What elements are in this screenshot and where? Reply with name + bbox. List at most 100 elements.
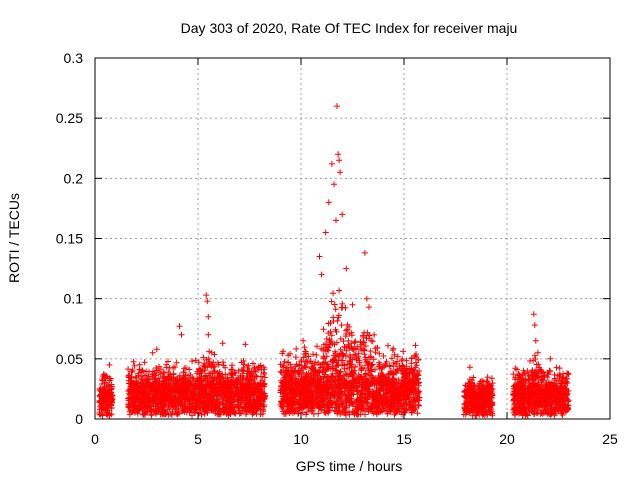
data-point: [192, 357, 199, 364]
data-point: [230, 394, 237, 401]
data-point: [151, 386, 158, 393]
data-point: [181, 395, 188, 402]
data-point: [217, 393, 223, 400]
x-axis-label: GPS time / hours: [296, 458, 403, 474]
data-point: [325, 330, 332, 337]
data-point: [163, 361, 170, 368]
data-point: [193, 396, 200, 403]
data-point: [257, 373, 264, 380]
data-point: [146, 390, 153, 397]
data-point: [242, 391, 249, 398]
data-point: [181, 386, 188, 393]
data-point: [209, 387, 215, 394]
data-point: [144, 375, 151, 382]
data-point: [130, 358, 137, 365]
data-point: [99, 391, 106, 398]
data-point: [192, 409, 199, 416]
data-point: [137, 387, 144, 394]
data-point: [330, 290, 337, 297]
data-point: [153, 391, 160, 397]
data-point: [156, 369, 163, 376]
data-point: [400, 348, 407, 355]
data-point: [532, 337, 539, 344]
data-point: [190, 395, 197, 402]
data-point: [202, 375, 208, 382]
data-point: [141, 397, 148, 404]
data-point: [185, 396, 192, 403]
data-point: [223, 393, 230, 400]
data-point: [310, 351, 317, 358]
data-point: [338, 322, 345, 329]
data-point: [152, 402, 159, 409]
data-point: [125, 395, 132, 402]
data-point: [325, 199, 332, 206]
data-point: [106, 392, 112, 399]
data-point: [234, 402, 241, 409]
data-point: [257, 380, 264, 387]
data-point: [176, 372, 183, 379]
data-point: [217, 374, 224, 380]
data-point: [136, 361, 143, 368]
data-point: [234, 383, 240, 390]
data-point: [189, 412, 195, 419]
data-point: [150, 393, 157, 400]
y-tick-label: 0.1: [64, 291, 84, 307]
data-point: [215, 361, 222, 368]
y-tick-label: 0.2: [64, 170, 84, 186]
y-tick-label: 0: [75, 411, 83, 427]
data-point: [195, 377, 202, 384]
data-point: [336, 157, 343, 164]
data-point: [248, 406, 255, 413]
data-point: [394, 366, 400, 373]
data-point: [143, 388, 149, 395]
data-point: [339, 300, 346, 307]
data-point: [261, 402, 268, 408]
data-point: [333, 328, 340, 335]
data-point: [106, 361, 113, 368]
data-point: [206, 358, 213, 365]
data-point: [245, 377, 252, 384]
data-point: [315, 410, 322, 417]
data-point: [245, 407, 252, 414]
data-point: [138, 403, 145, 410]
data-point: [162, 381, 169, 388]
data-point: [564, 370, 571, 377]
data-point: [128, 383, 135, 390]
data-point: [174, 411, 181, 418]
data-point: [157, 401, 164, 408]
data-point: [101, 383, 108, 390]
data-point: [185, 381, 192, 388]
data-point: [331, 181, 337, 188]
x-tick-label: 25: [602, 431, 618, 447]
data-point: [245, 376, 251, 383]
data-point: [153, 408, 160, 415]
data-point: [108, 383, 115, 390]
data-point: [189, 392, 196, 399]
data-point: [331, 301, 338, 308]
data-point: [227, 383, 234, 390]
data-point: [211, 390, 218, 397]
data-point: [202, 364, 209, 371]
data-point: [254, 403, 261, 410]
data-point: [239, 366, 246, 373]
data-point: [107, 399, 114, 406]
data-point: [252, 381, 259, 388]
data-point: [219, 340, 226, 347]
data-point: [337, 169, 344, 176]
data-point: [221, 406, 227, 413]
data-point: [175, 394, 182, 401]
data-point: [339, 211, 346, 218]
x-tick-label: 15: [396, 431, 412, 447]
data-point: [466, 364, 473, 371]
y-axis-label: ROTI / TECUs: [6, 193, 22, 283]
data-point: [206, 348, 213, 355]
data-point: [330, 314, 337, 321]
data-point: [182, 372, 189, 379]
data-point: [334, 317, 341, 324]
data-point: [257, 411, 264, 418]
data-point: [220, 359, 226, 366]
x-tick-label: 0: [91, 431, 99, 447]
data-point: [360, 334, 367, 340]
data-point: [196, 383, 203, 390]
